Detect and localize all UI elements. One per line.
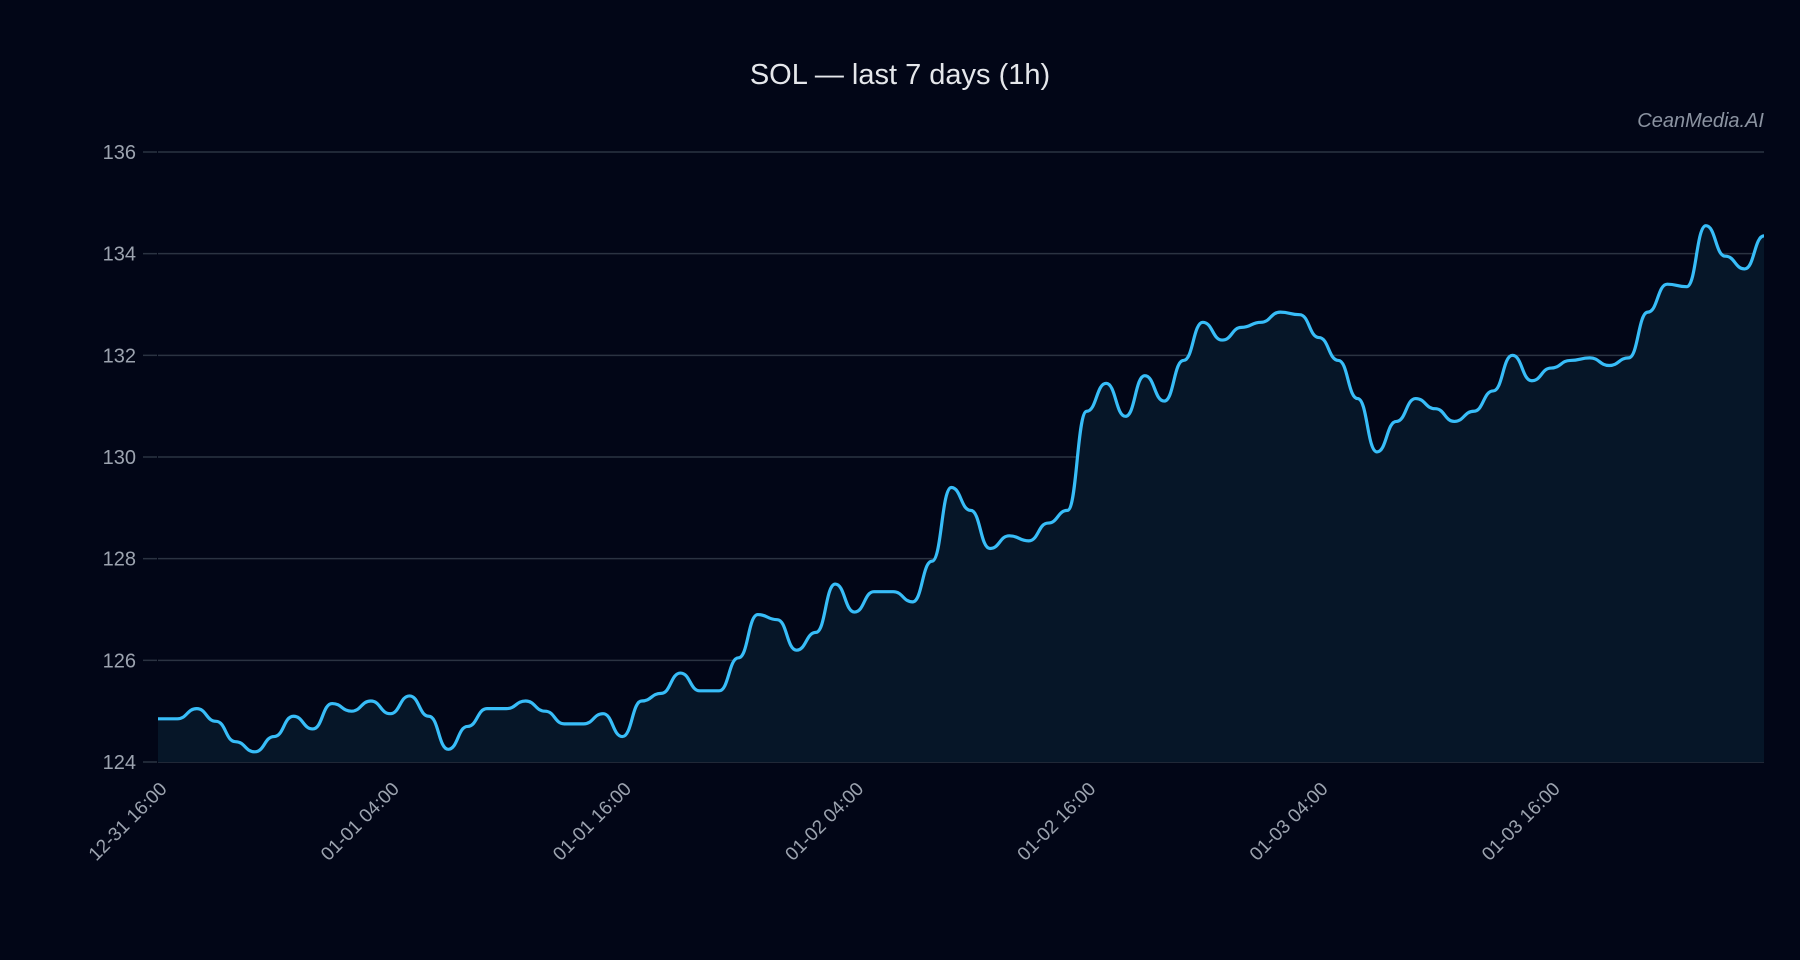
x-tick-label: 12-31 16:00: [85, 779, 172, 866]
x-tick-label: 01-03 16:00: [1478, 779, 1565, 866]
x-tick-label: 01-02 16:00: [1014, 779, 1101, 866]
y-tick-label: 132: [103, 345, 136, 367]
y-tick-label: 126: [103, 650, 136, 672]
y-tick-label: 134: [103, 244, 136, 266]
x-tick-label: 01-01 04:00: [317, 779, 404, 866]
y-tick-label: 124: [103, 752, 136, 774]
price-line: [158, 224, 1765, 754]
x-axis: 12-31 16:00 01-01 04:00 01-01 16:00 01-02 0…: [85, 779, 1565, 866]
x-tick-label: 01-03 04:00: [1246, 779, 1333, 866]
price-area-fill: [158, 225, 1764, 763]
chart-title: SOL — last 7 days (1h): [750, 59, 1050, 91]
watermark: CeanMedia.AI: [1637, 110, 1764, 132]
y-tick-label: 130: [103, 447, 136, 469]
y-axis: 124 126 128 130 132 134 136: [103, 142, 157, 774]
x-tick-label: 01-01 16:00: [549, 779, 636, 866]
y-tick-label: 136: [103, 142, 136, 164]
y-tick-label: 128: [103, 549, 136, 571]
x-tick-label: 01-02 04:00: [782, 779, 869, 866]
